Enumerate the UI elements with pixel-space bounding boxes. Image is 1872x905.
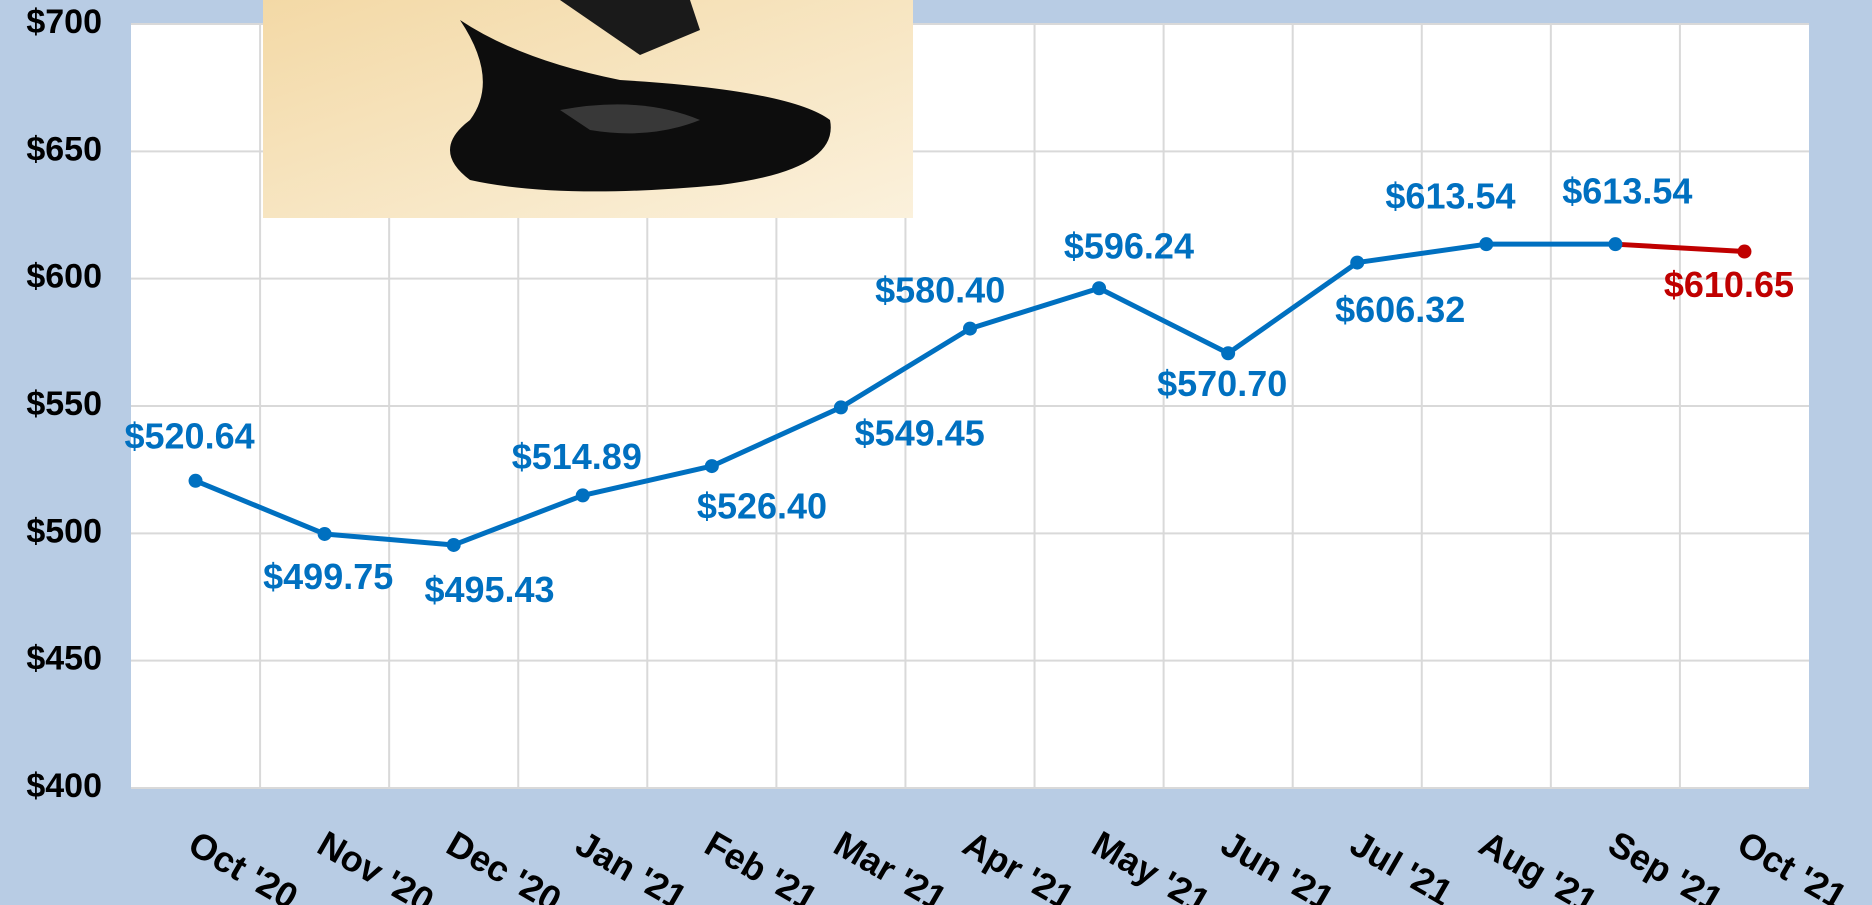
point <box>834 400 848 414</box>
value-label: $514.89 <box>512 436 642 477</box>
x-tick-label: May '21 <box>1085 823 1217 905</box>
value-label: $570.70 <box>1157 363 1287 404</box>
point <box>963 322 977 336</box>
x-tick-label: Oct '20 <box>182 823 305 905</box>
point <box>1737 245 1751 259</box>
value-label: $549.45 <box>855 413 985 454</box>
value-label: $610.65 <box>1664 264 1794 305</box>
value-label: $526.40 <box>697 486 827 527</box>
point <box>447 538 461 552</box>
y-tick-label: $450 <box>26 640 102 678</box>
y-tick-label: $600 <box>26 258 102 296</box>
page: {"chart_data": { "type": "line", "catego… <box>0 0 1872 905</box>
x-tick-label: Feb '21 <box>698 823 825 905</box>
value-label: $613.54 <box>1385 175 1515 216</box>
point <box>705 459 719 473</box>
x-tick-label: Nov '20 <box>311 823 441 905</box>
y-tick-label: $700 <box>26 3 102 41</box>
point <box>1479 237 1493 251</box>
y-tick-label: $500 <box>26 512 102 550</box>
x-tick-label: Sep '21 <box>1602 823 1730 905</box>
value-label: $596.24 <box>1064 225 1194 266</box>
value-label: $580.40 <box>875 269 1005 310</box>
point <box>1350 256 1364 270</box>
y-tick-label: $650 <box>26 130 102 168</box>
x-tick-label: Apr '21 <box>956 823 1081 905</box>
x-tick-label: Oct '21 <box>1731 823 1854 905</box>
point <box>1608 237 1622 251</box>
x-tick-label: Aug '21 <box>1473 823 1605 905</box>
value-label: $495.43 <box>424 569 554 610</box>
oil-barrel-image <box>263 0 913 218</box>
y-tick-label: $400 <box>26 767 102 805</box>
value-label: $499.75 <box>263 556 393 597</box>
point <box>576 488 590 502</box>
chart: $400 $450 $500 $550 $600 $650 $700 $520.64 Oct '… <box>0 0 1872 905</box>
y-tick-label: $550 <box>26 385 102 423</box>
point <box>1221 346 1235 360</box>
x-tick-label: Jun '21 <box>1214 823 1341 905</box>
x-tick-label: Jan '21 <box>569 823 694 905</box>
x-tick-label: Dec '20 <box>440 823 568 905</box>
value-label: $606.32 <box>1335 289 1465 330</box>
point <box>1092 281 1106 295</box>
value-label: $520.64 <box>124 415 254 456</box>
point <box>318 527 332 541</box>
value-label: $613.54 <box>1562 171 1692 212</box>
point <box>189 474 203 488</box>
x-tick-label: Mar '21 <box>827 823 954 905</box>
x-tick-label: Jul '21 <box>1343 823 1459 905</box>
